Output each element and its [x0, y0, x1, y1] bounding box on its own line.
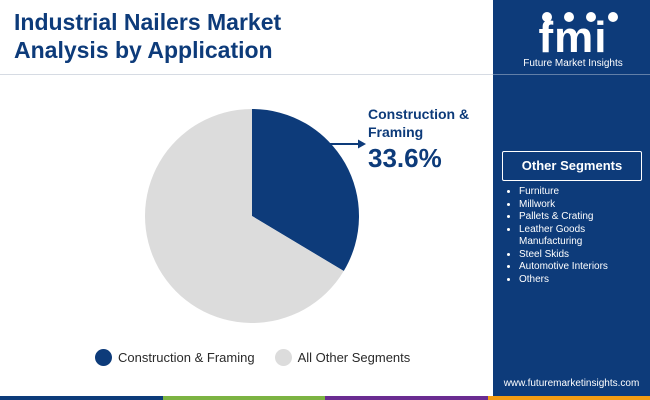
chart-legend: Construction & Framing All Other Segment… — [95, 349, 430, 366]
callout-arrow — [330, 139, 366, 149]
legend-swatch — [95, 349, 112, 366]
fmi-logo: fmi — [513, 10, 633, 70]
logo-caption: Future Market Insights — [523, 58, 623, 69]
title-line-2: Analysis by Application — [14, 37, 273, 63]
bottom-bar-segment — [162, 396, 325, 400]
title-divider — [0, 74, 493, 75]
logo-letters: fmi — [538, 13, 608, 62]
segment-item: Automotive Interiors — [506, 261, 646, 274]
pie-chart — [144, 109, 366, 324]
website-link[interactable]: www.futuremarketinsights.com — [503, 378, 640, 389]
logo-icon-strip — [542, 12, 618, 22]
panel-divider — [493, 74, 650, 75]
segment-item: Leather Goods Manufacturing — [506, 224, 646, 249]
segment-item: Furniture — [506, 186, 646, 199]
bottom-bar-segment — [487, 396, 650, 400]
legend-label: All Other Segments — [297, 350, 411, 365]
bottom-bar-segment — [325, 396, 488, 400]
legend-item-construction: Construction & Framing — [95, 349, 255, 366]
segment-item: Others — [506, 274, 646, 287]
bottom-bar-segment — [0, 396, 163, 400]
legend-label: Construction & Framing — [118, 350, 255, 365]
page-title: Industrial Nailers Market Analysis by Ap… — [14, 8, 484, 64]
other-segments-list: Furniture Millwork Pallets & Crating Lea… — [506, 186, 646, 286]
segment-item: Pallets & Crating — [506, 211, 646, 224]
legend-item-other: All Other Segments — [274, 349, 411, 366]
title-line-1: Industrial Nailers Market — [14, 9, 282, 35]
legend-swatch — [274, 349, 292, 366]
pie-slice-construction — [252, 109, 359, 272]
callout-label: Construction & Framing — [368, 106, 470, 140]
segment-item: Steel Skids — [506, 249, 646, 262]
callout-value: 33.6% — [368, 143, 442, 173]
bottom-color-bar — [0, 396, 650, 400]
pie-slice-other — [144, 109, 344, 324]
other-segments-heading: Other Segments — [502, 151, 642, 181]
segment-item: Millwork — [506, 199, 646, 212]
brand-panel: fmi — [493, 0, 650, 400]
